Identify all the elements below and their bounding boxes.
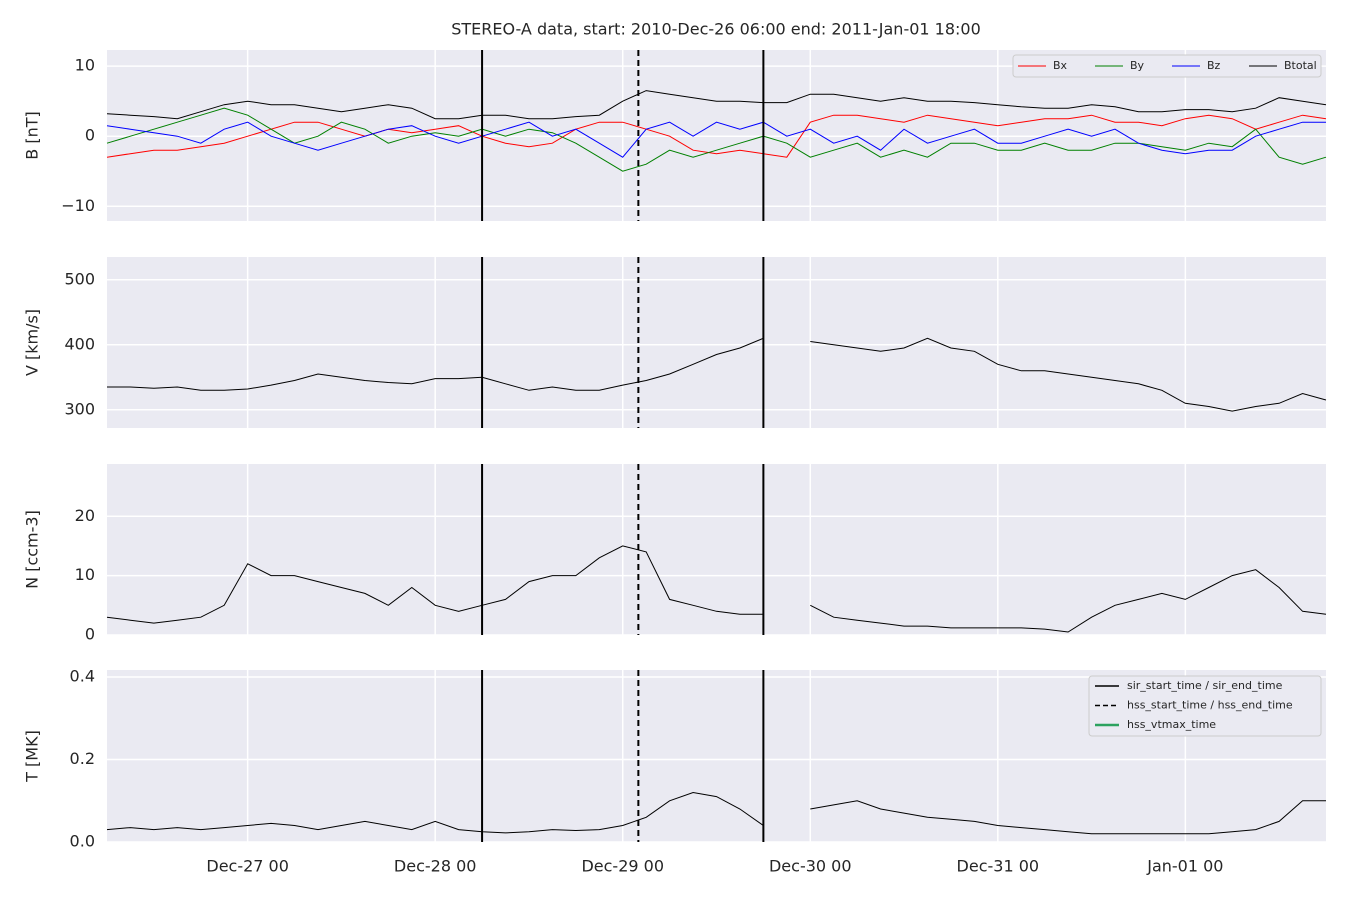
plot-area [107, 464, 1326, 635]
x-tick-label: Dec-27 00 [206, 857, 289, 876]
data-line [106, 791, 1326, 835]
data-line [106, 107, 1327, 172]
y-axis-label: B [nT] [23, 111, 42, 159]
legend-box [1088, 675, 1322, 737]
y-tick-label: 20 [75, 506, 95, 525]
data-line [107, 337, 1327, 412]
legend-label: hss_start_time / hss_end_time [1127, 699, 1293, 712]
x-tick-label: Dec-28 00 [394, 857, 477, 876]
y-tick-label: 10 [75, 56, 95, 75]
y-tick-label: 400 [64, 334, 95, 353]
legend-label: sir_start_time / sir_end_time [1127, 679, 1283, 692]
x-tick-label: Jan-01 00 [1146, 857, 1223, 876]
x-tick-label: Dec-30 00 [769, 857, 852, 876]
data-line [106, 121, 1326, 158]
chart-title: STEREO-A data, start: 2010-Dec-26 06:00 … [451, 20, 981, 39]
y-tick-label: 0 [85, 126, 95, 145]
legend-label: Btotal [1284, 59, 1317, 72]
legend-label: Bz [1207, 59, 1221, 72]
legend-label: By [1130, 59, 1145, 72]
y-tick-label: 0.0 [70, 832, 95, 851]
legend-box [1012, 54, 1322, 78]
y-tick-label: 0.4 [70, 667, 95, 686]
y-tick-label: 0 [85, 625, 95, 644]
x-tick-label: Dec-29 00 [581, 857, 664, 876]
y-tick-label: 10 [75, 565, 95, 584]
x-tick-label: Dec-31 00 [957, 857, 1040, 876]
y-tick-label: 0.2 [70, 749, 95, 768]
legend-label: Bx [1053, 59, 1068, 72]
plot-area [107, 257, 1326, 428]
data-line [106, 90, 1327, 120]
y-axis-label: N [ccm-3] [23, 510, 42, 589]
data-line [106, 114, 1327, 158]
y-axis-label: V [km/s] [23, 309, 42, 376]
y-tick-label: −10 [61, 196, 95, 215]
data-line [106, 545, 1327, 633]
y-axis-label: T [MK] [23, 730, 42, 783]
legend-label: hss_vtmax_time [1127, 718, 1216, 731]
y-tick-label: 500 [64, 269, 95, 288]
y-tick-label: 300 [64, 399, 95, 418]
